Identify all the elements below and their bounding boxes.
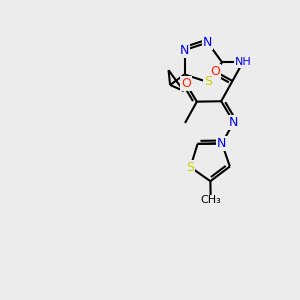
Text: N: N [229, 116, 239, 129]
Text: N: N [203, 36, 212, 49]
Text: S: S [186, 161, 194, 174]
Text: N: N [180, 44, 189, 57]
Text: CH₃: CH₃ [200, 196, 221, 206]
Text: NH: NH [235, 57, 251, 67]
Text: O: O [181, 77, 191, 90]
Text: S: S [204, 76, 212, 88]
Text: N: N [217, 137, 226, 150]
Text: O: O [210, 65, 220, 78]
